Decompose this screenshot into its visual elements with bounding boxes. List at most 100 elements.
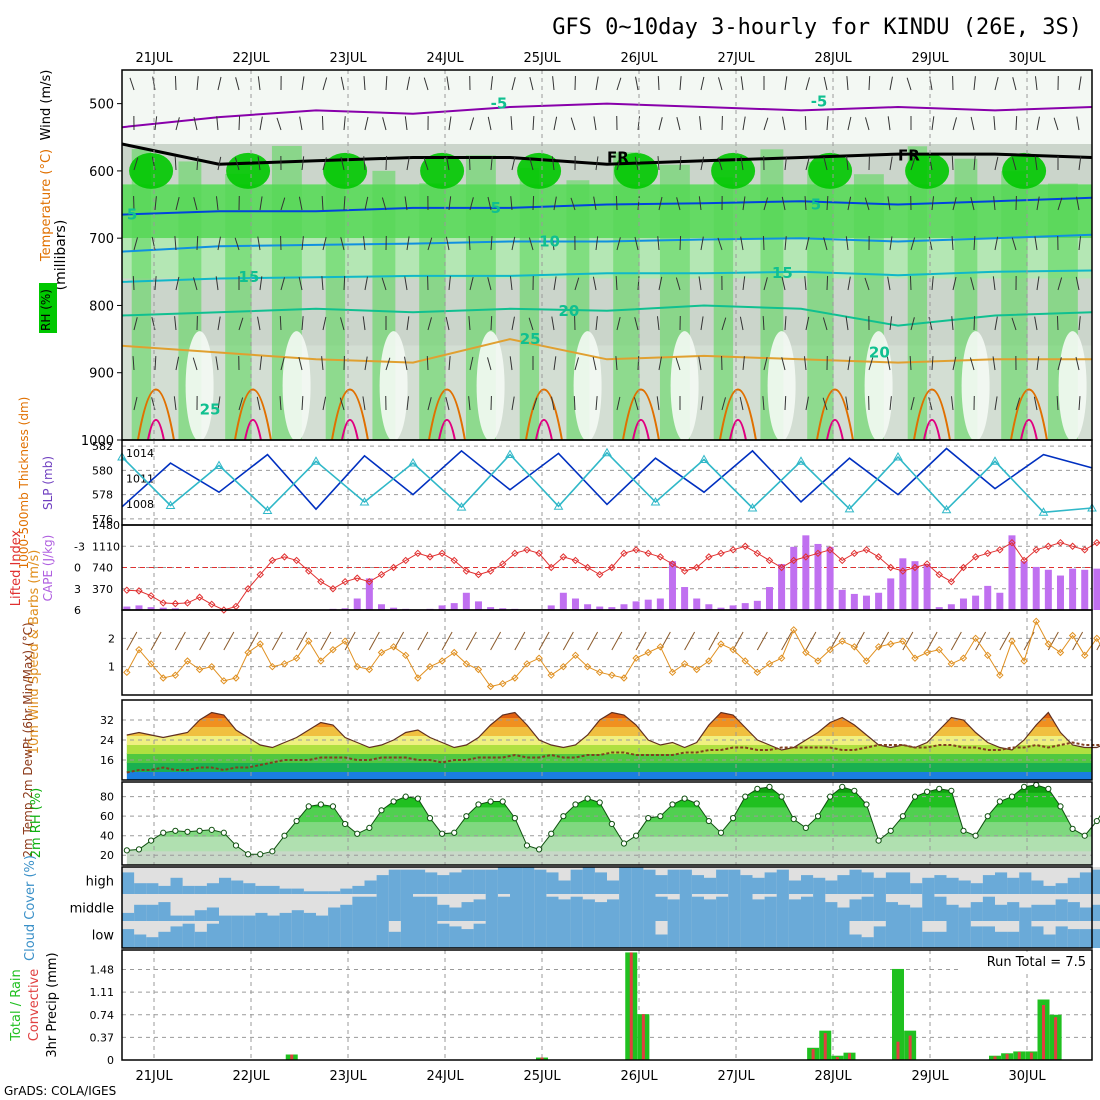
- wind-barb: [847, 116, 852, 131]
- cloud-cover-bar: [861, 872, 875, 894]
- contour-label: 5: [811, 196, 821, 214]
- rh-marker: [232, 842, 240, 849]
- warm-contour: [621, 388, 660, 441]
- cloud-cover-bar: [510, 921, 523, 948]
- cloud-cover-bar: [776, 869, 790, 894]
- li-tick-label: 6: [74, 604, 81, 617]
- wind-barb: [763, 197, 769, 211]
- surface-wind-barb: [174, 631, 186, 651]
- wind-barb: [469, 197, 474, 211]
- lifted-index-marker: [195, 593, 204, 601]
- wind-barb: [216, 116, 219, 131]
- wind-barb: [362, 236, 366, 251]
- rh-marker: [426, 815, 434, 822]
- dry-surface-plume: [1058, 331, 1087, 442]
- y-tick-label: 580: [92, 464, 113, 477]
- lifted-index-marker: [183, 599, 192, 607]
- wind-barb: [234, 157, 240, 171]
- y-tick-label: 60: [100, 810, 114, 823]
- wind-barb: [215, 276, 219, 291]
- cape-bar: [717, 607, 725, 610]
- wind-barb: [322, 157, 327, 171]
- wind-speed-marker: [208, 662, 216, 671]
- wind-speed-marker: [402, 651, 410, 660]
- wind-barb: [511, 77, 516, 91]
- lifted-index-marker: [814, 549, 822, 558]
- temp-heat-band: [126, 735, 1092, 745]
- cloud-cover-bar: [558, 921, 572, 948]
- wind-barb: [322, 236, 327, 251]
- cloud-cover-bar: [837, 921, 850, 948]
- wind-barb: [1076, 116, 1080, 131]
- rh-marker: [123, 847, 130, 854]
- slp-marker: [796, 456, 806, 465]
- rh-marker: [208, 826, 215, 833]
- rh-marker: [657, 813, 664, 820]
- cloud-cell: [316, 894, 329, 921]
- cloud-cover-bar: [146, 883, 159, 894]
- slp-marker: [893, 451, 903, 461]
- wind-barb: [404, 116, 408, 131]
- cape-bar: [741, 603, 749, 610]
- wind-speed-marker: [305, 637, 313, 645]
- cloud-cover-bar: [788, 921, 802, 948]
- wind-barb: [280, 357, 285, 371]
- cloud-cover-bar: [1007, 877, 1020, 894]
- wind-barb: [784, 316, 787, 331]
- cloud-cover-bar: [813, 921, 826, 948]
- wind-barb: [970, 277, 975, 291]
- wind-barb: [132, 356, 135, 371]
- cape-bar: [584, 604, 592, 610]
- cloud-cover-bar: [801, 921, 814, 948]
- y-tick-label: 0.37: [90, 1031, 115, 1044]
- rh-marker: [730, 815, 737, 822]
- x-tick-label-top: 24JUL: [426, 51, 464, 66]
- wind-barb: [469, 117, 475, 131]
- cloud-cover-bar: [328, 921, 341, 948]
- cloud-cover-bar: [1092, 904, 1100, 921]
- y-tick-label: 24: [100, 734, 114, 747]
- wind-barb: [721, 317, 727, 331]
- wind-barb: [553, 356, 557, 371]
- wind-barb: [532, 397, 538, 411]
- wind-barb: [826, 116, 829, 131]
- rh-marker: [863, 801, 870, 808]
- precip-convective-bar: [993, 1056, 997, 1060]
- cloud-cover-bar: [340, 921, 353, 948]
- rh-marker: [1069, 825, 1076, 832]
- cape-bar: [778, 564, 786, 610]
- y-tick-label: 16: [100, 754, 114, 767]
- cloud-cover-bar: [1055, 899, 1069, 921]
- precip-convective-bar: [835, 1056, 839, 1060]
- wind-barb: [448, 356, 451, 371]
- cloud-cover-bar: [303, 891, 317, 894]
- wind-barb: [427, 317, 432, 331]
- wind-barb: [717, 157, 723, 171]
- rh-marker: [378, 807, 385, 814]
- wind-barb: [826, 196, 829, 211]
- wind-barb: [382, 117, 387, 131]
- rh-marker: [414, 795, 421, 802]
- wind-barb: [321, 356, 324, 371]
- cape-bar: [972, 595, 980, 610]
- lifted-index-marker: [389, 563, 398, 572]
- surface-wind-barb: [150, 631, 162, 651]
- cloud-cover-bar: [364, 921, 378, 948]
- wind-barb: [133, 396, 138, 411]
- cloud-cover-bar: [1019, 907, 1032, 921]
- wind-barb: [658, 356, 662, 371]
- slp-marker: [505, 449, 515, 458]
- lifted-index-marker: [644, 549, 652, 558]
- wind-barb: [740, 76, 744, 91]
- wind-barb: [215, 356, 219, 371]
- wind-barb: [931, 116, 935, 131]
- wind-barb: [553, 116, 558, 131]
- cape-tick-label: 370: [92, 583, 113, 596]
- cloud-cover-bar: [206, 907, 220, 921]
- wind-barb: [490, 236, 493, 251]
- cloud-cover-bar: [740, 875, 753, 894]
- wind-barb: [889, 316, 893, 331]
- slp-tick-label: 1008: [126, 498, 154, 511]
- wind-barb: [487, 116, 492, 131]
- cloud-cover-bar: [1019, 872, 1032, 894]
